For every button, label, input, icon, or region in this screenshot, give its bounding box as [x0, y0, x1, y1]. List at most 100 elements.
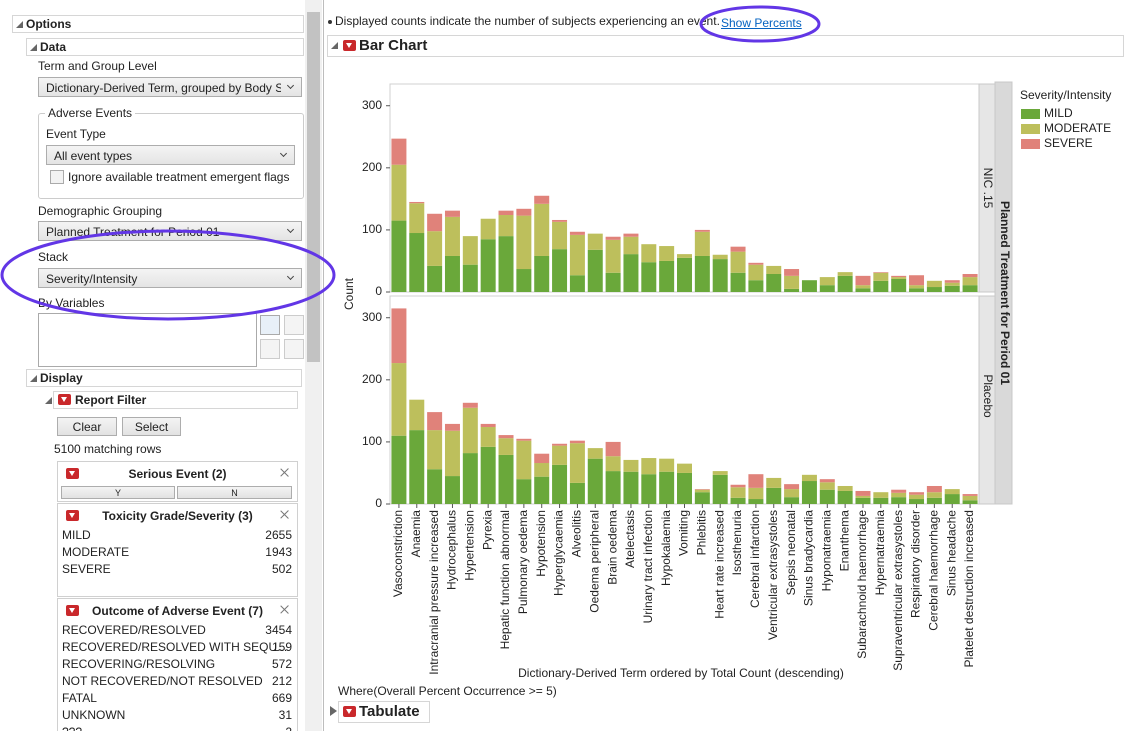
bar-segment: [409, 430, 425, 504]
disclosure[interactable]: [16, 21, 23, 28]
bar-segment: [462, 453, 478, 504]
filter-row[interactable]: RECOVERED/RESOLVED WITH SEQU... 159: [62, 640, 292, 657]
bar-segment: [605, 441, 621, 457]
legend-title: Severity/Intensity: [1020, 88, 1111, 102]
bar-segment: [444, 210, 460, 217]
disclosure[interactable]: [330, 706, 337, 716]
scrollbar-thumb[interactable]: [307, 12, 320, 362]
bar-segment: [444, 255, 460, 292]
disclosure[interactable]: [30, 44, 37, 51]
y-tick-label: 300: [362, 98, 382, 112]
dropdown[interactable]: Dictionary-Derived Term, grouped by Body…: [38, 77, 302, 97]
report-filter-header[interactable]: Report Filter: [45, 391, 298, 409]
bar-segment: [784, 484, 800, 490]
remove-button[interactable]: [260, 339, 280, 359]
bar-segment: [516, 438, 532, 441]
dropdown[interactable]: Planned Treatment for Period 01: [38, 221, 302, 241]
bar-segment: [391, 363, 407, 436]
filter-row[interactable]: MILD 2655: [62, 528, 292, 545]
close-icon[interactable]: [280, 468, 289, 477]
bar-segment: [409, 399, 425, 431]
y-tick-label: 300: [362, 310, 382, 324]
red-triangle-menu[interactable]: [66, 468, 79, 479]
up-button[interactable]: [284, 315, 304, 335]
dropdown-value: Dictionary-Derived Term, grouped by Body…: [46, 81, 281, 95]
bar-segment: [427, 430, 443, 470]
bar-segment: [873, 280, 889, 292]
x-tick-label: Sepsis neonatal: [784, 510, 798, 595]
listbox[interactable]: [38, 313, 257, 367]
show-percents-link[interactable]: Show Percents: [721, 16, 802, 30]
level-button[interactable]: N: [177, 486, 292, 499]
bar-segment: [730, 272, 746, 292]
bar-segment: [784, 275, 800, 289]
close-icon[interactable]: [280, 510, 289, 519]
bar-segment: [391, 164, 407, 221]
legend-swatch: [1021, 124, 1040, 134]
bar-chart-header[interactable]: Bar Chart: [327, 35, 1124, 57]
bar-segment: [926, 485, 942, 493]
bar-segment: [962, 495, 978, 501]
red-triangle-menu[interactable]: [343, 40, 356, 51]
bar-segment: [766, 487, 782, 504]
red-triangle-menu[interactable]: [343, 706, 356, 717]
close-icon[interactable]: [280, 605, 289, 614]
bar-segment: [552, 445, 568, 465]
filter-row[interactable]: RECOVERING/RESOLVING 572: [62, 657, 292, 674]
bar-segment: [427, 412, 443, 431]
down-button[interactable]: [284, 339, 304, 359]
options-title: Options: [26, 17, 72, 31]
bar-segment: [819, 479, 835, 483]
dropdown[interactable]: All event types: [46, 145, 295, 165]
filter-row[interactable]: FATAL 669: [62, 691, 292, 708]
filter-count: 159: [271, 640, 292, 654]
bar-segment: [926, 497, 942, 504]
filter-row[interactable]: RECOVERED/RESOLVED 3454: [62, 623, 292, 640]
tabulate-title: Tabulate: [359, 703, 420, 720]
disclosure[interactable]: [45, 397, 52, 404]
bar-segment: [659, 458, 675, 472]
filter-title: Serious Event (2): [128, 467, 227, 481]
filter-count: 31: [278, 708, 292, 722]
scrollbar[interactable]: [305, 0, 322, 731]
bar-segment: [516, 208, 532, 216]
options-header[interactable]: Options: [12, 15, 304, 33]
y-tick-label: 200: [362, 372, 382, 386]
filter-row[interactable]: SEVERE 502: [62, 562, 292, 579]
tabulate-header[interactable]: Tabulate: [338, 701, 430, 723]
checkbox[interactable]: [50, 170, 64, 184]
filter-row[interactable]: ??? 2: [62, 725, 292, 731]
disclosure[interactable]: [30, 375, 37, 382]
bar-segment: [944, 489, 960, 495]
bar-segment: [516, 440, 532, 480]
red-triangle-menu[interactable]: [58, 394, 71, 405]
display-header[interactable]: Display: [26, 369, 302, 387]
bar-segment: [926, 280, 942, 288]
add-button[interactable]: [260, 315, 280, 335]
filter-box: Serious Event (2) Y N: [57, 461, 298, 502]
bar-segment: [926, 492, 942, 498]
red-triangle-menu[interactable]: [66, 605, 79, 616]
red-triangle-menu[interactable]: [66, 510, 79, 521]
x-tick-label: Respiratory disorder: [909, 510, 923, 618]
x-tick-label: Platelet destruction increased: [962, 510, 976, 667]
x-tick-label: Anaemia: [409, 510, 423, 558]
clear-button[interactable]: Clear: [57, 417, 117, 436]
filter-row[interactable]: UNKNOWN 31: [62, 708, 292, 725]
bar-segment: [873, 272, 889, 281]
facet-label: Placebo: [981, 374, 995, 418]
filter-count: 3454: [265, 623, 292, 637]
select-button[interactable]: Select: [122, 417, 181, 436]
filter-row[interactable]: NOT RECOVERED/NOT RESOLVED 212: [62, 674, 292, 691]
level-button[interactable]: Y: [61, 486, 175, 499]
bar-segment: [837, 485, 853, 491]
disclosure[interactable]: [331, 42, 338, 49]
legend-label: MILD: [1044, 106, 1073, 120]
filter-box: Toxicity Grade/Severity (3) MILD 2655 MODE…: [57, 503, 298, 597]
dropdown[interactable]: Severity/Intensity: [38, 268, 302, 288]
x-tick-label: Atelectasis: [623, 510, 637, 568]
bar-segment: [694, 229, 710, 232]
filter-row[interactable]: MODERATE 1943: [62, 545, 292, 562]
data-header[interactable]: Data: [26, 38, 304, 56]
